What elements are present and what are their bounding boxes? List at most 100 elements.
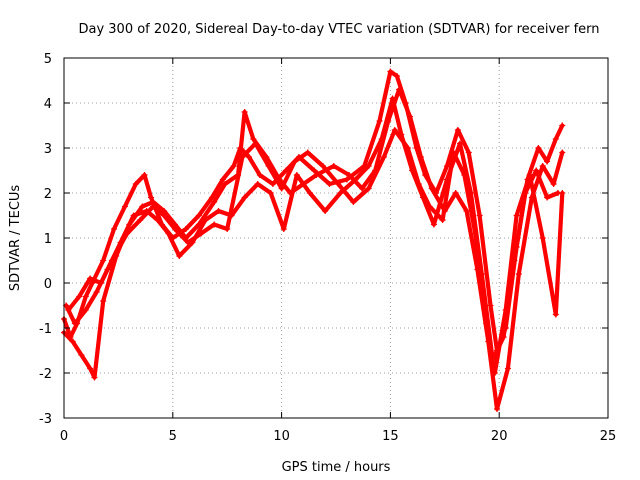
data-point [539,163,546,169]
data-point [291,158,298,165]
data-point [124,230,131,237]
data-point [533,167,540,174]
data-point [239,154,246,160]
data-point [256,172,263,178]
data-point [76,293,83,300]
y-tick-label: 2 [44,187,52,202]
y-axis-label: SDTVAR / TECUs [8,185,23,292]
data-point [150,203,157,210]
data-point [343,176,350,183]
data-point [330,163,337,169]
data-point [137,217,144,223]
data-point [241,109,248,115]
data-point [350,199,357,205]
data-point [426,203,433,210]
data-point [494,406,501,412]
data-point [483,320,490,327]
data-point [215,208,222,214]
data-point [91,374,98,381]
data-point [443,163,450,169]
data-point [515,271,522,277]
data-point [359,185,366,192]
series-track-d [65,127,566,376]
data-point [389,95,396,102]
y-tick-label: -1 [39,322,52,337]
data-point [504,365,511,372]
data-point [267,190,274,196]
data-point [269,181,276,187]
data-point [454,127,461,133]
data-point [71,320,78,327]
data-point [132,181,139,187]
data-point [539,235,546,241]
series-trace [61,87,565,412]
data-point [552,136,559,142]
data-point [513,212,520,219]
data-point [559,122,566,129]
data-point [491,370,498,376]
data-point [306,190,313,196]
data-point [319,163,326,169]
data-point [552,311,559,318]
data-point [322,208,329,214]
data-point [487,302,494,309]
x-tick-label: 25 [600,429,617,444]
data-point [387,68,394,75]
data-point [304,149,311,156]
y-tick-label: 3 [44,142,52,157]
data-point [230,163,237,169]
data-point [211,221,218,228]
data-point [141,172,148,178]
data-point [161,212,168,219]
data-point [559,149,566,156]
data-point [139,203,146,210]
data-point [224,226,231,232]
data-point [87,275,94,282]
data-point [185,239,192,246]
data-point [472,230,479,237]
data-point [97,280,104,286]
data-point [176,253,183,259]
data-point [430,221,437,228]
data-point [393,73,400,79]
data-point [111,226,118,232]
data-point [254,181,261,187]
data-point [452,190,459,196]
data-point [282,167,289,174]
data-point [439,217,446,223]
data-point [417,154,424,160]
series-track-b [61,86,566,412]
data-point [202,217,209,223]
x-tick-label: 20 [491,429,508,444]
x-tick-label: 0 [60,429,68,444]
data-point [219,176,226,183]
data-point [250,136,257,142]
x-tick-label: 10 [273,429,290,444]
data-point [108,257,115,264]
data-point [550,181,557,187]
data-point [544,158,551,165]
data-point [211,199,218,205]
data-point [406,113,413,120]
data-point [465,149,472,156]
data-point [313,172,320,178]
data-point [293,172,300,178]
y-tick-label: 5 [44,52,52,67]
data-point [280,226,287,232]
data-point [245,154,252,160]
x-tick-label: 15 [382,429,399,444]
data-point [265,163,272,169]
data-point [415,181,422,187]
data-point [148,194,155,201]
data-point [391,127,398,133]
data-point [78,352,85,358]
data-point [93,289,100,295]
data-point [463,208,470,214]
data-point [450,149,457,156]
y-tick-label: 4 [44,97,52,112]
data-point [365,163,372,169]
data-point [352,176,359,183]
data-point [241,194,248,201]
data-point [535,145,542,151]
